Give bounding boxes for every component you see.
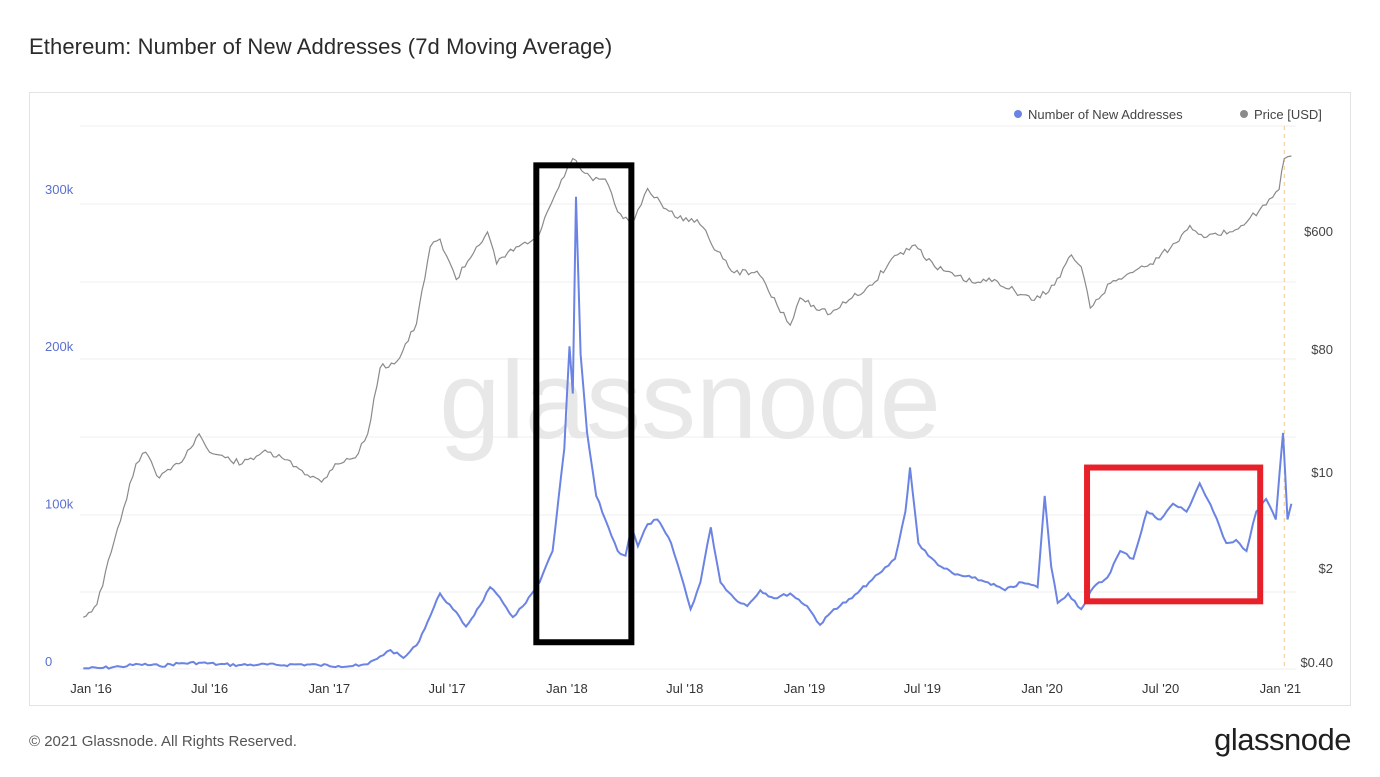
annotation-boxes: [533, 162, 1264, 646]
legend-marker-price: [1240, 110, 1248, 118]
x-tick-label-0: Jan '16: [70, 681, 112, 696]
x-tick-label-10: Jan '21: [1260, 681, 1302, 696]
x-tick-label-9: Jul '20: [1142, 681, 1179, 696]
y-right-tick-label-2: $10: [1311, 465, 1333, 480]
watermark-text: glassnode: [439, 339, 941, 462]
y-right-tick-label-4: $600: [1304, 224, 1333, 239]
series-line-price: [83, 155, 1292, 618]
legend-marker-addresses: [1014, 110, 1022, 118]
glassnode-logo: glassnode: [1214, 722, 1351, 757]
legend: Number of New Addresses Price [USD]: [1014, 107, 1322, 122]
x-ticks: Jan '16 Jul '16 Jan '17 Jul '17 Jan '18 Jul '…: [70, 681, 1301, 696]
copyright-text: © 2021 Glassnode. All Rights Reserved.: [29, 733, 297, 750]
chart-frame: [29, 92, 1351, 706]
annotation-box-red: [1084, 464, 1264, 605]
x-tick-label-6: Jan '19: [784, 681, 826, 696]
y-right-tick-label-0: $0.40: [1300, 655, 1333, 670]
x-tick-label-5: Jul '18: [666, 681, 703, 696]
legend-label-addresses: Number of New Addresses: [1028, 107, 1183, 122]
x-tick-label-3: Jul '17: [429, 681, 466, 696]
y-left-tick-label-2: 200k: [45, 339, 74, 354]
y-left-ticks: 0 100k 200k 300k: [45, 182, 74, 669]
y-left-tick-label-0: 0: [45, 654, 52, 669]
x-tick-label-2: Jan '17: [309, 681, 351, 696]
y-right-tick-label-3: $80: [1311, 342, 1333, 357]
x-tick-label-7: Jul '19: [904, 681, 941, 696]
annotation-box-black: [533, 162, 635, 646]
y-left-tick-label-1: 100k: [45, 497, 74, 512]
x-tick-label-8: Jan '20: [1021, 681, 1063, 696]
legend-label-price: Price [USD]: [1254, 107, 1322, 122]
x-tick-label-4: Jan '18: [546, 681, 588, 696]
x-tick-label-1: Jul '16: [191, 681, 228, 696]
y-right-ticks: $0.40 $2 $10 $80 $600: [1300, 224, 1333, 670]
y-left-tick-label-3: 300k: [45, 182, 74, 197]
grid-lines: [80, 125, 1296, 670]
y-right-tick-label-1: $2: [1319, 561, 1333, 576]
page-title: Ethereum: Number of New Addresses (7d Mo…: [29, 34, 613, 59]
